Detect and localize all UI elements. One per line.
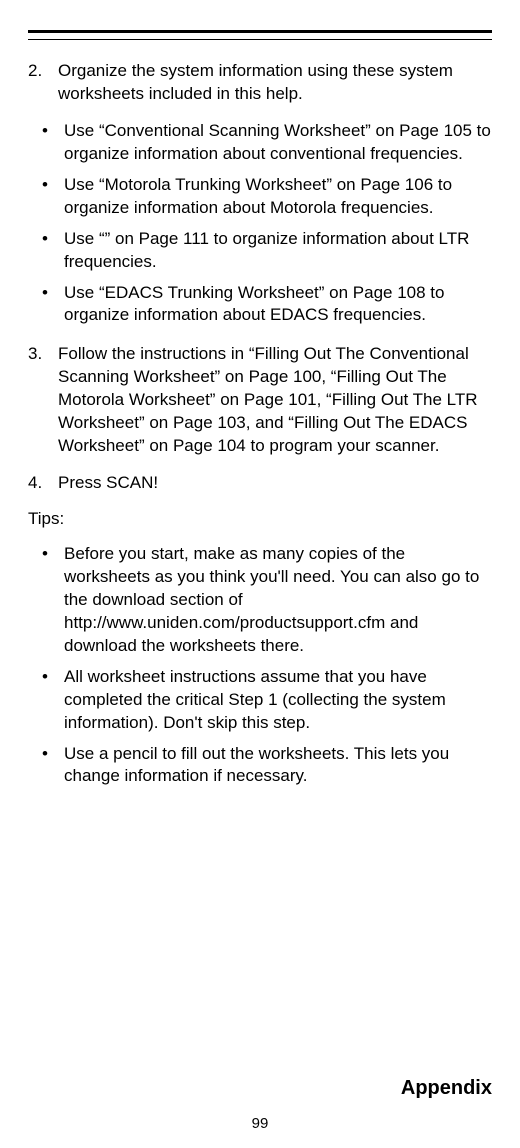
bullet-marker: • (42, 743, 64, 789)
bullet-marker: • (42, 120, 64, 166)
step-2-text: Organize the system information using th… (58, 60, 492, 106)
tips-bullet-list: • Before you start, make as many copies … (28, 543, 492, 788)
bullet-item: • Use “EDACS Trunking Worksheet” on Page… (28, 282, 492, 328)
step-4-number: 4. (28, 472, 58, 495)
bullet-item: • Use “” on Page 111 to organize informa… (28, 228, 492, 274)
step-3: 3. Follow the instructions in “Filling O… (28, 343, 492, 458)
bullet-text: Use a pencil to fill out the worksheets.… (64, 743, 492, 789)
bullet-marker: • (42, 174, 64, 220)
bullet-marker: • (42, 666, 64, 735)
bullet-text: Use “Motorola Trunking Worksheet” on Pag… (64, 174, 492, 220)
bullet-text: Use “” on Page 111 to organize informati… (64, 228, 492, 274)
bullet-text: Before you start, make as many copies of… (64, 543, 492, 658)
bullet-marker: • (42, 543, 64, 658)
page-number: 99 (252, 1115, 269, 1132)
divider-thick (28, 30, 492, 33)
footer-section-title: Appendix (401, 1077, 492, 1100)
bullet-item: • Before you start, make as many copies … (28, 543, 492, 658)
step-3-number: 3. (28, 343, 58, 458)
step-2: 2. Organize the system information using… (28, 60, 492, 106)
tips-label: Tips: (28, 509, 492, 529)
step-2-bullet-list: • Use “Conventional Scanning Worksheet” … (28, 120, 492, 328)
bullet-item: • All worksheet instructions assume that… (28, 666, 492, 735)
divider-thin (28, 39, 492, 40)
bullet-item: • Use a pencil to fill out the worksheet… (28, 743, 492, 789)
bullet-marker: • (42, 228, 64, 274)
bullet-text: All worksheet instructions assume that y… (64, 666, 492, 735)
bullet-item: • Use “Conventional Scanning Worksheet” … (28, 120, 492, 166)
step-2-number: 2. (28, 60, 58, 106)
bullet-text: Use “Conventional Scanning Worksheet” on… (64, 120, 492, 166)
bullet-marker: • (42, 282, 64, 328)
step-4: 4. Press SCAN! (28, 472, 492, 495)
bullet-item: • Use “Motorola Trunking Worksheet” on P… (28, 174, 492, 220)
step-4-text: Press SCAN! (58, 472, 492, 495)
bullet-text: Use “EDACS Trunking Worksheet” on Page 1… (64, 282, 492, 328)
step-3-text: Follow the instructions in “Filling Out … (58, 343, 492, 458)
